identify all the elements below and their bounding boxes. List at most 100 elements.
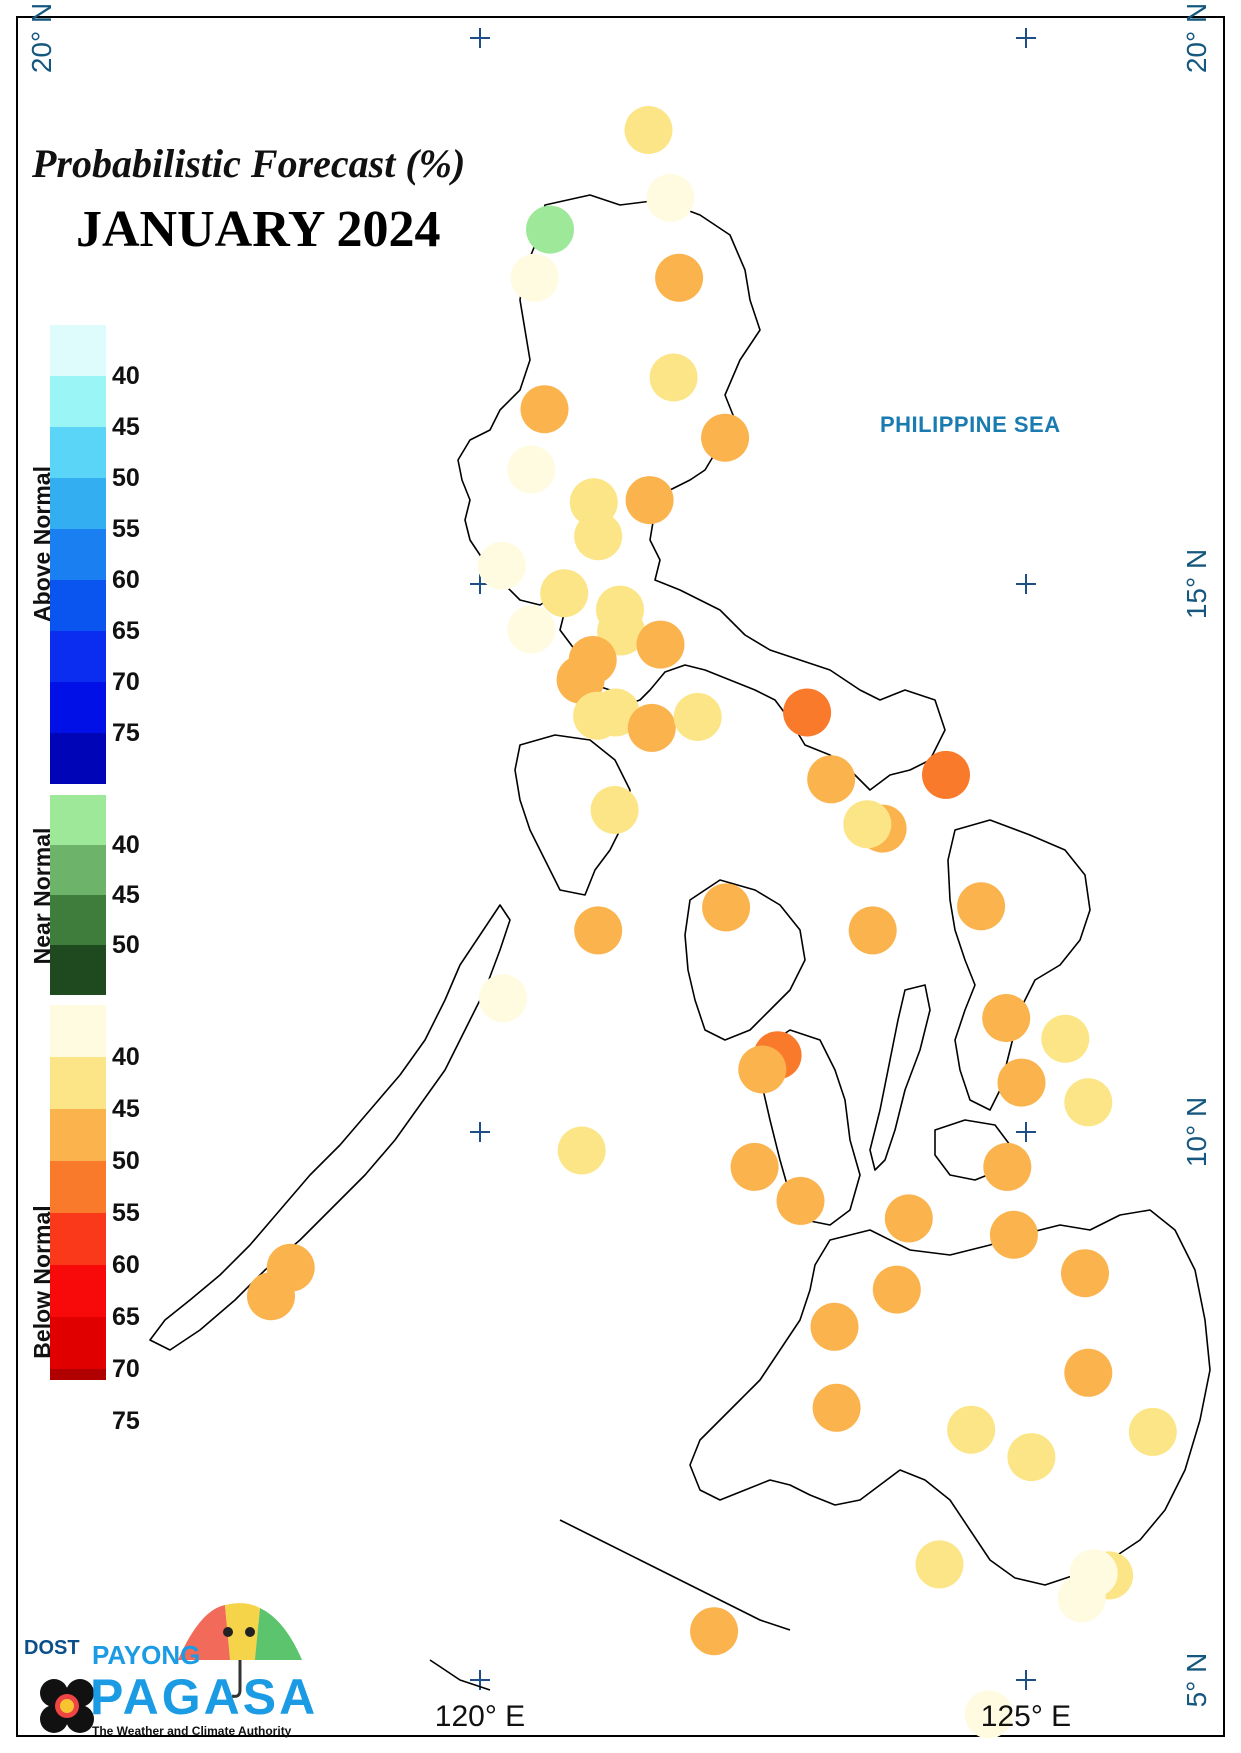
forecast-dot (690, 1607, 739, 1656)
legend-tick-label: 75 (112, 1407, 140, 1435)
forecast-dot (1064, 1348, 1113, 1397)
forecast-dot (477, 541, 526, 590)
legend-swatch (50, 1265, 106, 1317)
legend-tick-label: 65 (112, 1303, 140, 1331)
legend-title-near-normal: Near Normal (29, 827, 55, 965)
forecast-dot (807, 755, 856, 804)
forecast-dot (510, 253, 559, 302)
forecast-dot (701, 413, 750, 462)
legend-swatch (50, 1161, 106, 1213)
forecast-dot (843, 800, 892, 849)
logo-pagasa-text: PAGASA (90, 1669, 319, 1725)
legend-swatch (50, 682, 106, 733)
legend-swatch (50, 631, 106, 682)
forecast-dots (247, 106, 1177, 1739)
forecast-dot (947, 1405, 996, 1454)
legend-tick-label: 70 (112, 668, 140, 696)
forecast-dot (1007, 1433, 1056, 1482)
legend-swatch (50, 529, 106, 580)
legend-title-above-normal: Above Normal (29, 466, 55, 622)
sulu-outline (429, 1519, 791, 1691)
legend-bar-above-normal (50, 325, 106, 784)
legend-tick-label: 40 (112, 1043, 140, 1071)
forecast-dot (872, 1265, 921, 1314)
map-subtitle: JANUARY 2024 (76, 201, 441, 258)
lat-label-top-right: 20° N (1181, 2, 1212, 74)
legend-tick-label: 55 (112, 515, 140, 543)
forecast-dot (574, 906, 623, 955)
legend-swatch (50, 478, 106, 529)
forecast-dot (479, 974, 527, 1023)
forecast-dot (982, 994, 1031, 1042)
forecast-dot (884, 1194, 933, 1243)
legend-swatch (50, 845, 106, 895)
forecast-dot (738, 1045, 787, 1094)
legend-tick-label: 75 (112, 719, 140, 747)
forecast-dot (915, 1540, 964, 1589)
legend-tick-label: 55 (112, 1199, 140, 1227)
logo-tagline: The Weather and Climate Authority (92, 1724, 292, 1738)
forecast-dot (812, 1383, 861, 1432)
legend-swatch (50, 1057, 106, 1109)
pagasa-logo-emblem (40, 1679, 94, 1733)
legend-swatch (50, 325, 106, 376)
forecast-dot (957, 882, 1006, 931)
lon-label-125e: 125° E (980, 1700, 1072, 1733)
legend-swatch (50, 1005, 106, 1057)
legend-tick-label: 45 (112, 1095, 140, 1123)
forecast-dot (590, 786, 639, 834)
palawan-outline (149, 904, 511, 1351)
legend-swatch (50, 945, 106, 995)
legend-swatch (50, 1317, 106, 1369)
forecast-dot (507, 445, 556, 494)
forecast-dot (730, 1142, 779, 1191)
forecast-dot (783, 688, 832, 737)
legend-tick-label: 50 (112, 931, 140, 959)
forecast-dot (636, 620, 685, 669)
forecast-dot (649, 353, 698, 402)
forecast-dot (574, 512, 623, 561)
forecast-dot (1061, 1249, 1109, 1298)
forecast-dot (520, 385, 569, 434)
legend-tick-label: 50 (112, 464, 140, 492)
umbrella-icon (178, 1603, 302, 1698)
forecast-dot (557, 1126, 606, 1175)
graticule-crosses (470, 28, 1036, 1690)
forecast-dot (646, 173, 695, 222)
legend-swatch (50, 895, 106, 945)
forecast-dot (964, 1690, 1013, 1739)
legend-swatch (50, 795, 106, 845)
legend-bar-near-normal (50, 795, 106, 995)
forecast-dot (848, 906, 897, 955)
cebu-outline (869, 984, 931, 1171)
legend-swatch (50, 376, 106, 427)
forecast-dot (776, 1176, 825, 1225)
forecast-dot (625, 476, 674, 525)
legend-tick-label: 45 (112, 881, 140, 909)
forecast-dot (997, 1058, 1046, 1107)
legend-tick-label: 65 (112, 617, 140, 645)
legend-swatch (50, 1109, 106, 1161)
forecast-dot (989, 1210, 1038, 1259)
forecast-dot (655, 253, 704, 302)
legend-tick-label: 40 (112, 362, 140, 390)
mindoro-outline (514, 734, 631, 896)
forecast-dot (1128, 1407, 1177, 1456)
legend-swatch (50, 1213, 106, 1265)
forecast-dot (526, 205, 574, 254)
forecast-dot (556, 655, 605, 704)
map-title: Probabilistic Forecast (%) (32, 141, 466, 186)
map-frame (16, 16, 1225, 1737)
logo-payong-text: PAYONG (92, 1640, 201, 1670)
forecast-dot (810, 1302, 859, 1351)
legend-tick-label: 60 (112, 1251, 140, 1279)
forecast-dot (673, 692, 722, 741)
legend-title-below-normal: Below Normal (29, 1205, 55, 1359)
lat-label-5n: 5° N (1181, 1652, 1212, 1708)
legend-tick-label: 45 (112, 413, 140, 441)
mindanao-outline (689, 1209, 1211, 1586)
forecast-dot (922, 750, 970, 799)
forecast-dot (247, 1272, 295, 1321)
forecast-dot (702, 883, 751, 932)
legend-swatch (50, 1369, 106, 1380)
